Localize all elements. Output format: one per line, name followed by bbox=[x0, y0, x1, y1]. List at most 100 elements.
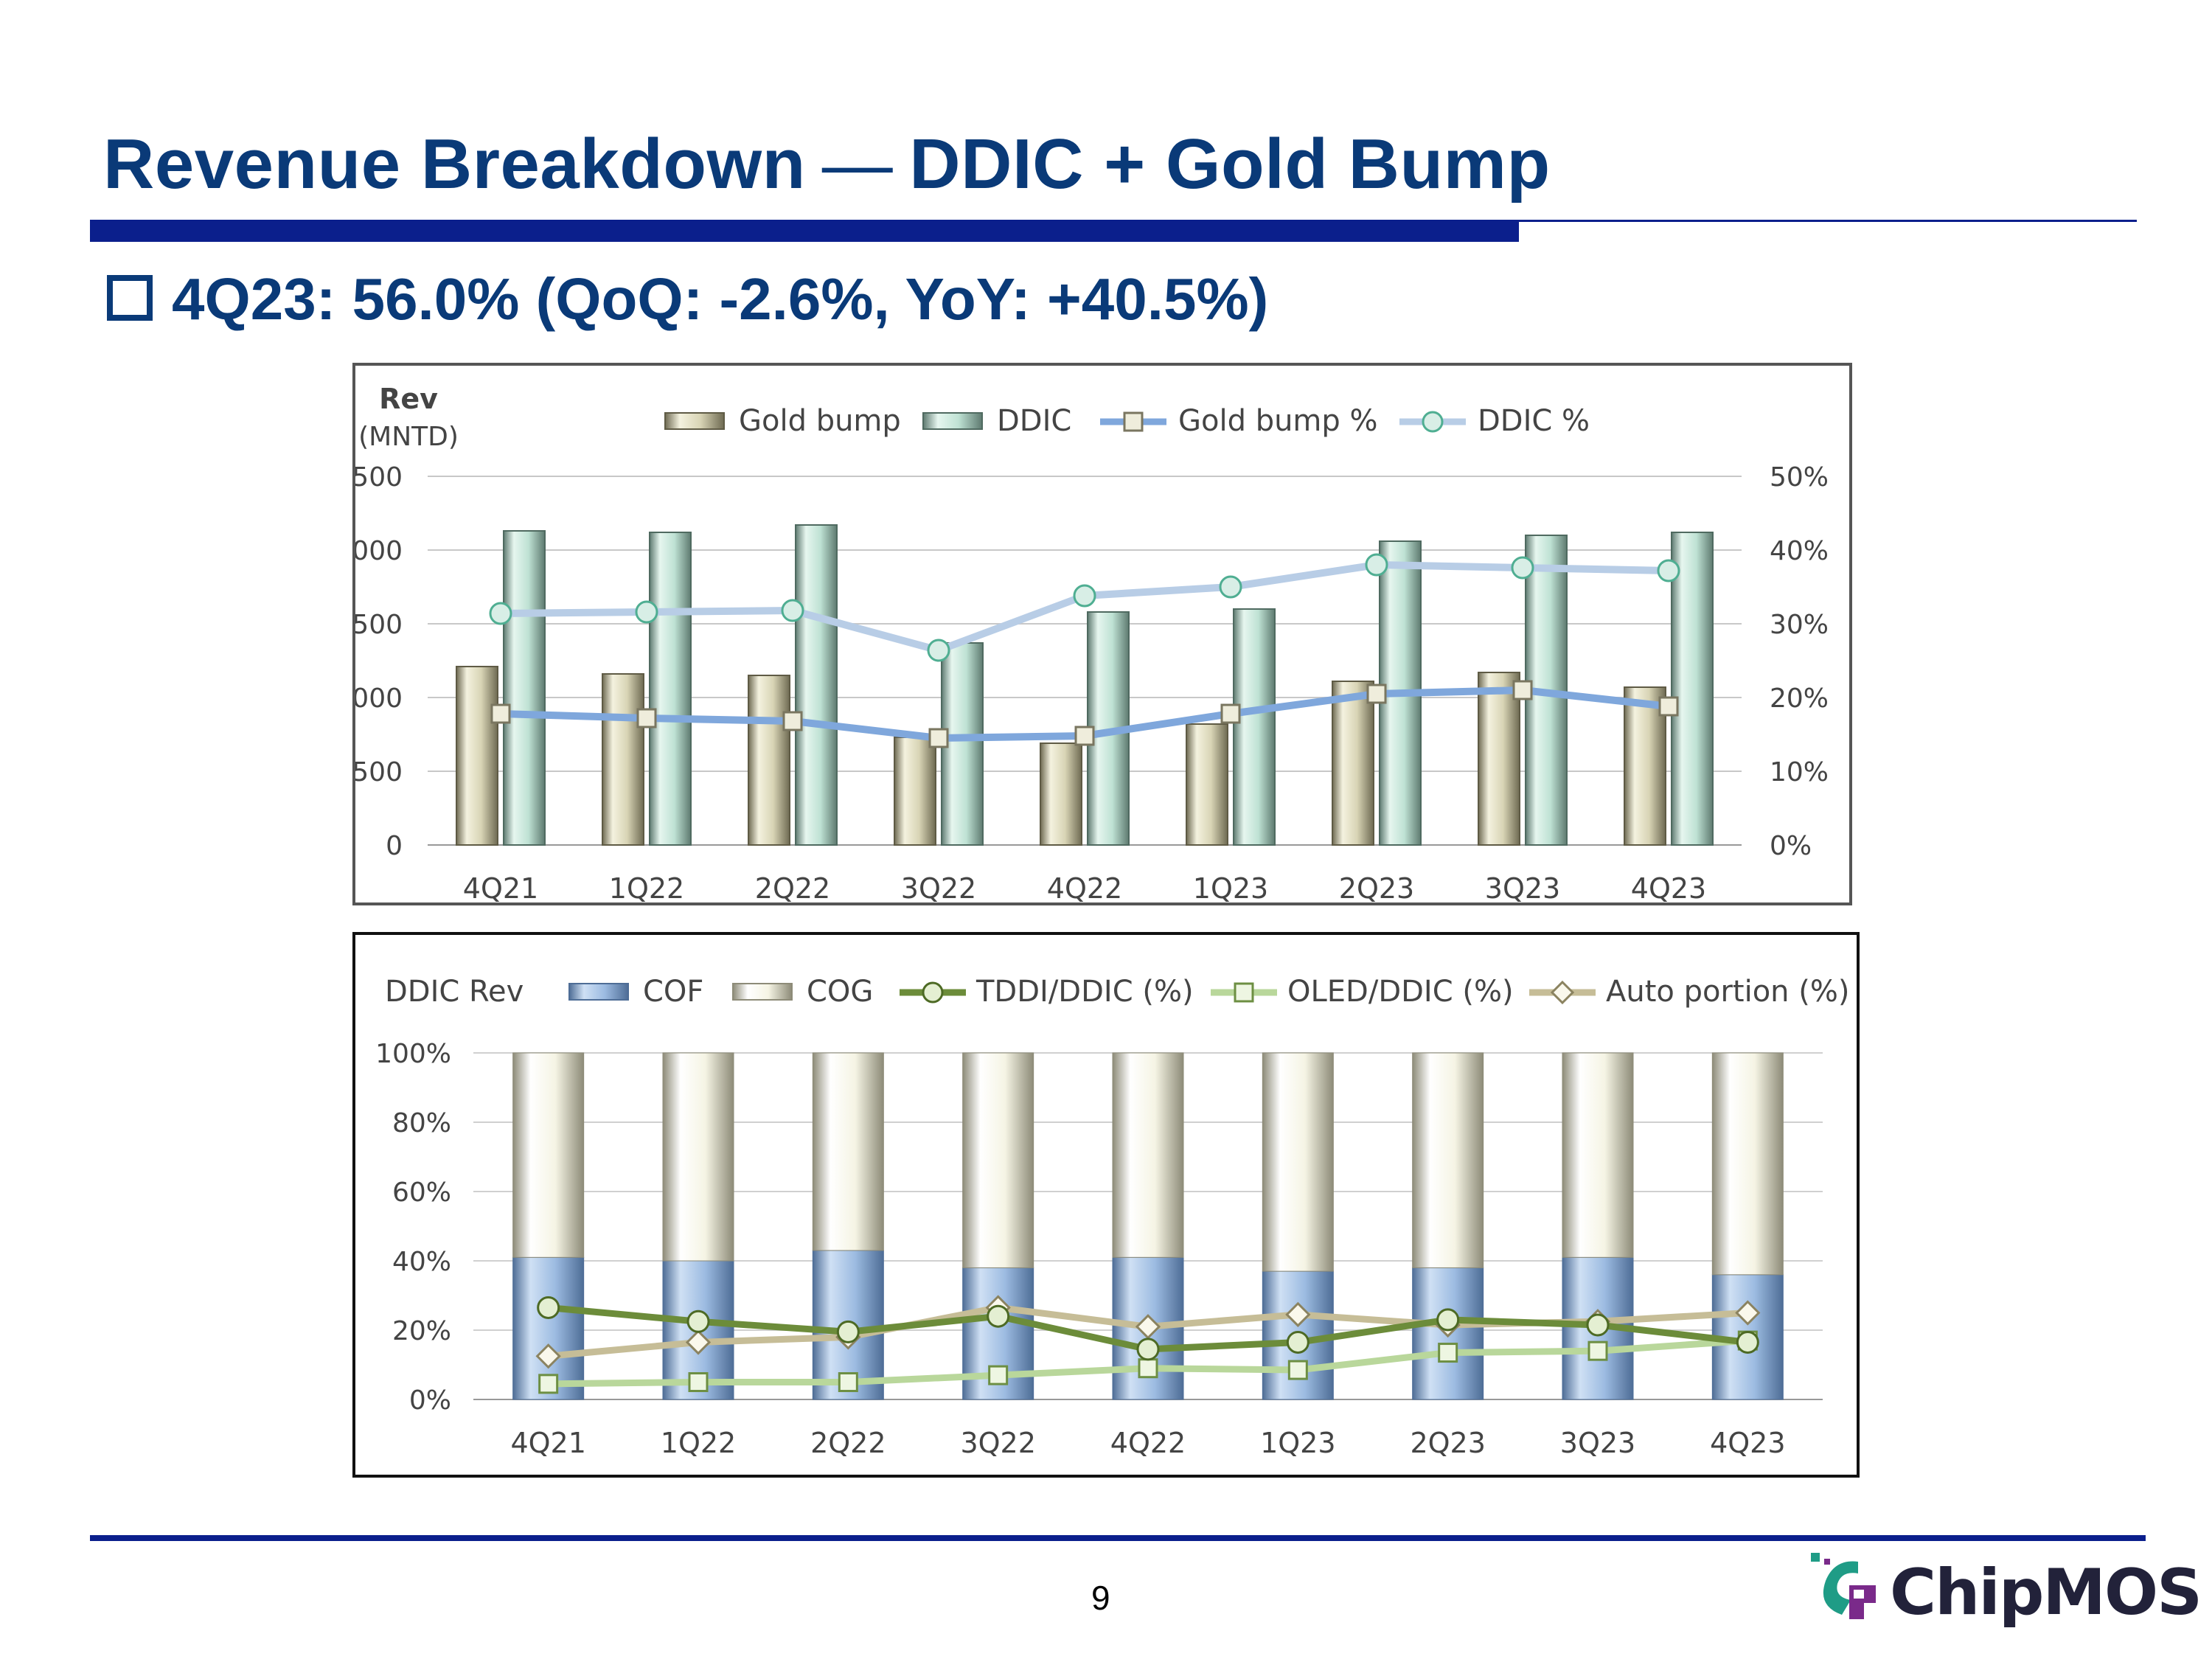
bar-gold-bump bbox=[1478, 672, 1520, 846]
ddic-pct-point bbox=[1073, 584, 1096, 608]
subtitle-bullet: 4Q23: 56.0% (QoQ: -2.6%, YoY: +40.5%) bbox=[107, 265, 1268, 333]
legend-swatch-ddic bbox=[922, 412, 983, 430]
ddic-pct-point bbox=[927, 639, 950, 662]
y-tick-label: 2,500 bbox=[355, 462, 403, 493]
legend-label-tddi-ddic: TDDI/DDIC (%) bbox=[975, 975, 1194, 1009]
oled-ddic-point bbox=[838, 1372, 858, 1392]
revenue-chart: 0 500 1,000 1,500 2,000 2,500 0% 10% 20% 30% 40% 50… bbox=[352, 363, 1852, 905]
tddi-ddic-point bbox=[987, 1304, 1010, 1328]
ddic-pct-point bbox=[1365, 553, 1388, 577]
bar-cog bbox=[512, 1052, 585, 1258]
bar-cog bbox=[662, 1052, 734, 1262]
y-axis-label: Rev bbox=[379, 383, 438, 415]
bar-cog bbox=[1112, 1052, 1184, 1258]
bar-gold-bump bbox=[602, 673, 644, 846]
bar-cog bbox=[1262, 1052, 1334, 1272]
page-title: Revenue Breakdown — DDIC + Gold Bump bbox=[103, 124, 1551, 205]
chipmos-logo: ChipMOS bbox=[1805, 1548, 2202, 1630]
footer-rule bbox=[90, 1535, 2146, 1541]
x-tick-label: 3Q23 bbox=[1560, 1427, 1635, 1459]
chart-title: DDIC Rev bbox=[385, 975, 524, 1009]
bar-gold-bump bbox=[1186, 723, 1228, 846]
revenue-chart-svg: 0 500 1,000 1,500 2,000 2,500 0% 10% 20% 30% 40% 50… bbox=[355, 383, 1829, 902]
bar-ddic bbox=[503, 530, 546, 846]
y-tick-label: 1,500 bbox=[355, 610, 403, 640]
legend-label-gold-bump: Gold bump bbox=[739, 404, 901, 438]
tddi-ddic-point bbox=[1736, 1330, 1759, 1354]
logo-text: ChipMOS bbox=[1890, 1556, 2202, 1630]
bar-gold-bump bbox=[456, 666, 498, 846]
title-left: Revenue Breakdown bbox=[103, 125, 806, 204]
ddic-pct-point bbox=[1657, 559, 1680, 582]
y-tick-label: 60% bbox=[392, 1178, 451, 1208]
legend-marker-oled-ddic bbox=[1234, 982, 1254, 1003]
oled-ddic-point bbox=[1438, 1343, 1458, 1363]
title-dash: — bbox=[821, 125, 894, 204]
bar-gold-bump bbox=[1332, 681, 1374, 846]
legend-label-oled-ddic: OLED/DDIC (%) bbox=[1287, 975, 1514, 1009]
auto-portion-point bbox=[535, 1343, 561, 1369]
legend-swatch-cof bbox=[568, 983, 629, 1001]
gold-bump-pct-point bbox=[1074, 726, 1095, 746]
title-underline-thin bbox=[1519, 220, 2137, 222]
x-tick-label: 1Q23 bbox=[1193, 872, 1268, 902]
tddi-ddic-point bbox=[836, 1320, 860, 1343]
chipmos-logo-icon bbox=[1811, 1553, 1876, 1619]
legend-label-auto-portion: Auto portion (%) bbox=[1606, 975, 1849, 1009]
bar-ddic bbox=[649, 532, 692, 846]
x-tick-label: 2Q23 bbox=[1339, 872, 1414, 902]
gold-bump-pct-point bbox=[636, 708, 657, 728]
oled-ddic-point bbox=[1587, 1340, 1608, 1361]
x-tick-label: 3Q22 bbox=[901, 872, 976, 902]
auto-portion-point bbox=[1285, 1301, 1311, 1327]
tddi-ddic-point bbox=[1436, 1308, 1460, 1332]
auto-portion-point bbox=[1135, 1314, 1161, 1340]
gold-bump-pct-point bbox=[1366, 684, 1387, 704]
title-underline-thick bbox=[90, 220, 1519, 242]
y2-tick-label: 30% bbox=[1770, 610, 1829, 640]
y2-tick-label: 50% bbox=[1770, 462, 1829, 493]
y2-tick-label: 0% bbox=[1770, 831, 1812, 861]
gold-bump-pct-point bbox=[1658, 696, 1679, 717]
legend-swatch-cog bbox=[732, 983, 793, 1001]
gold-bump-pct-point bbox=[490, 703, 511, 724]
tddi-ddic-point bbox=[1286, 1330, 1310, 1354]
legend-marker-ddic-pct bbox=[1422, 411, 1444, 433]
oled-ddic-point bbox=[988, 1365, 1009, 1385]
y-tick-label: 40% bbox=[392, 1247, 451, 1277]
legend-marker-gold-bump-pct bbox=[1123, 411, 1144, 432]
tddi-ddic-point bbox=[537, 1295, 560, 1319]
y2-tick-label: 20% bbox=[1770, 684, 1829, 714]
x-tick-label: 3Q22 bbox=[960, 1427, 1035, 1459]
oled-ddic-point bbox=[1287, 1360, 1308, 1380]
bar-gold-bump bbox=[1040, 742, 1082, 846]
ddic-pct-point bbox=[635, 600, 658, 624]
auto-portion-point bbox=[1735, 1300, 1761, 1326]
ddic-mix-chart-svg: 0% 20% 40% 60% 80% 100% DDIC Rev 4Q21 1Q22 2Q22 3Q… bbox=[375, 975, 1849, 1459]
ddic-pct-point bbox=[489, 602, 512, 625]
y2-tick-label: 40% bbox=[1770, 536, 1829, 566]
tddi-ddic-point bbox=[686, 1310, 710, 1333]
bar-cog bbox=[962, 1052, 1034, 1268]
y-axis-unit: (MNTD) bbox=[358, 422, 459, 452]
bar-ddic bbox=[1671, 532, 1714, 846]
bar-cog bbox=[1412, 1052, 1484, 1268]
oled-ddic-point bbox=[1138, 1358, 1158, 1379]
ddic-pct-point bbox=[1219, 575, 1242, 599]
x-tick-label: 1Q22 bbox=[661, 1427, 736, 1459]
ddic-mix-chart: 0% 20% 40% 60% 80% 100% DDIC Rev 4Q21 1Q22 2Q22 3Q… bbox=[352, 932, 1860, 1478]
bar-cog bbox=[1711, 1052, 1784, 1276]
bar-gold-bump bbox=[748, 675, 790, 846]
tddi-ddic-point bbox=[1586, 1313, 1610, 1337]
oled-ddic-point bbox=[688, 1372, 709, 1392]
x-tick-label: 2Q22 bbox=[755, 872, 830, 902]
gold-bump-pct-point bbox=[1512, 680, 1533, 700]
page-number: 9 bbox=[1091, 1579, 1110, 1617]
y-tick-label: 80% bbox=[392, 1108, 451, 1138]
x-tick-label: 4Q23 bbox=[1631, 872, 1706, 902]
auto-portion-point bbox=[685, 1329, 712, 1355]
y-tick-label: 1,000 bbox=[355, 684, 403, 714]
x-tick-label: 2Q23 bbox=[1410, 1427, 1485, 1459]
x-tick-label: 3Q23 bbox=[1485, 872, 1560, 902]
bar-cog bbox=[1562, 1052, 1634, 1258]
